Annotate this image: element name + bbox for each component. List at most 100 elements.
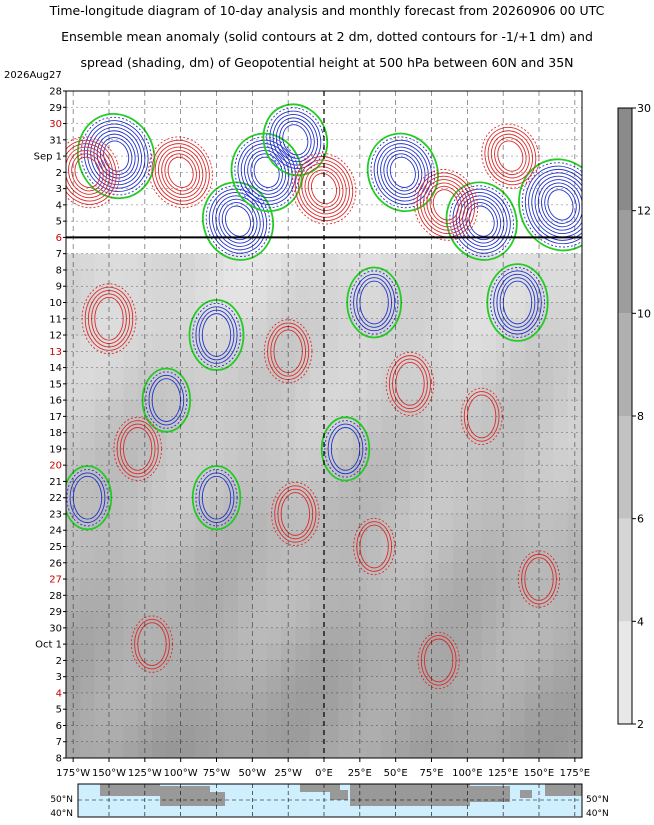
shade-cell [152, 741, 167, 758]
shade-cell [553, 562, 569, 580]
shade-cell [453, 383, 468, 401]
shade-cell [252, 562, 268, 580]
shade-cell [238, 497, 253, 515]
shade-cell [223, 660, 239, 678]
shade-cell [553, 286, 569, 303]
shade-cell [195, 318, 210, 336]
shade-cell [295, 579, 311, 596]
shade-cell [123, 400, 139, 417]
shade-cell [367, 692, 382, 710]
y-tick-label: 23 [49, 509, 62, 520]
anomaly-contour [531, 172, 582, 238]
shade-cell [438, 253, 454, 271]
shade-cell [381, 611, 397, 629]
shade-cell [123, 302, 139, 320]
y-tick-label: 29 [49, 103, 62, 114]
y-tick-label: 29 [49, 607, 62, 618]
shade-cell [80, 627, 96, 645]
shade-cell [338, 513, 354, 531]
shade-cell [238, 530, 253, 548]
anomaly-contour [416, 172, 475, 238]
shade-cell [109, 611, 124, 629]
shade-cell [467, 448, 483, 466]
shade-cell [410, 432, 425, 450]
y-tick-label: 12 [49, 331, 62, 342]
shade-cell [252, 741, 268, 758]
shade-cell [467, 286, 483, 303]
shade-cell [453, 448, 468, 466]
shade-cell [467, 611, 483, 629]
shade-cell [381, 253, 397, 271]
shade-cell [481, 611, 497, 629]
shade-cell [109, 302, 124, 320]
shade-cell [338, 253, 354, 271]
shade-cell [510, 286, 526, 303]
anomaly-contour [423, 179, 469, 231]
shade-cell [109, 579, 124, 596]
shade-cell [553, 253, 569, 271]
shade-cell [252, 595, 268, 613]
shade-cell [381, 497, 397, 515]
shade-cell [467, 692, 483, 710]
y-tick-label: 30 [49, 623, 62, 634]
shade-cell [338, 644, 354, 661]
anomaly-contour [192, 302, 241, 368]
shade-cell [338, 383, 354, 401]
shade-cell [152, 335, 167, 352]
y-tick-label: 24 [49, 526, 62, 537]
shade-cell [180, 546, 196, 564]
shade-cell [424, 448, 440, 466]
shade-cell [438, 367, 454, 385]
shade-cell [367, 660, 382, 678]
shade-cell [438, 302, 454, 320]
shade-cell [223, 448, 239, 466]
shade-cell [180, 513, 196, 531]
shade-cell [166, 692, 182, 710]
y-tick-label: 26 [49, 558, 62, 569]
shade-cell [180, 627, 196, 645]
colorbar-label: 12 [637, 205, 651, 218]
shade-cell [496, 611, 511, 629]
y-tick-label: 2 [56, 168, 62, 179]
shade-cell [410, 286, 425, 303]
shade-cell [438, 400, 454, 417]
shade-cell [152, 351, 167, 369]
shade-cell [123, 741, 139, 758]
shade-cell [453, 709, 468, 726]
shade-cell [195, 709, 210, 726]
y-tick-label: 5 [56, 705, 62, 716]
shade-cell [410, 269, 425, 287]
shade-cell [109, 351, 124, 369]
y-tick-label: 5 [56, 217, 62, 228]
shade-cell [123, 269, 139, 287]
x-tick-label: 125°W [128, 768, 162, 779]
shade-cell [66, 709, 81, 726]
shade-cell [195, 644, 210, 661]
x-tick-label: 0°E [315, 768, 333, 779]
shade-cell [510, 302, 526, 320]
anomaly-contour [455, 192, 508, 251]
shade-cell [481, 448, 497, 466]
shade-cell [453, 497, 468, 515]
y-tick-label: 25 [49, 542, 62, 553]
anomaly-contour [244, 146, 290, 199]
shade-cell [266, 383, 282, 401]
shade-cell [295, 286, 311, 303]
shade-cell [252, 513, 268, 531]
shade-cell [309, 448, 325, 466]
shade-cell [324, 400, 339, 417]
shade-cell [553, 611, 569, 629]
shade-cell [367, 286, 382, 303]
shade-cell [309, 432, 325, 450]
shade-cell [180, 269, 196, 287]
shade-cell [510, 709, 526, 726]
shade-cell [481, 367, 497, 385]
shade-cell [152, 269, 167, 287]
shade-cell [266, 660, 282, 678]
y-tick-label: 30 [49, 119, 62, 130]
anomaly-contour [208, 188, 268, 254]
shade-cell [424, 530, 440, 548]
shade-cell [295, 318, 311, 336]
y-tick-label: Sep 1 [34, 152, 62, 163]
shade-cell [539, 725, 554, 743]
